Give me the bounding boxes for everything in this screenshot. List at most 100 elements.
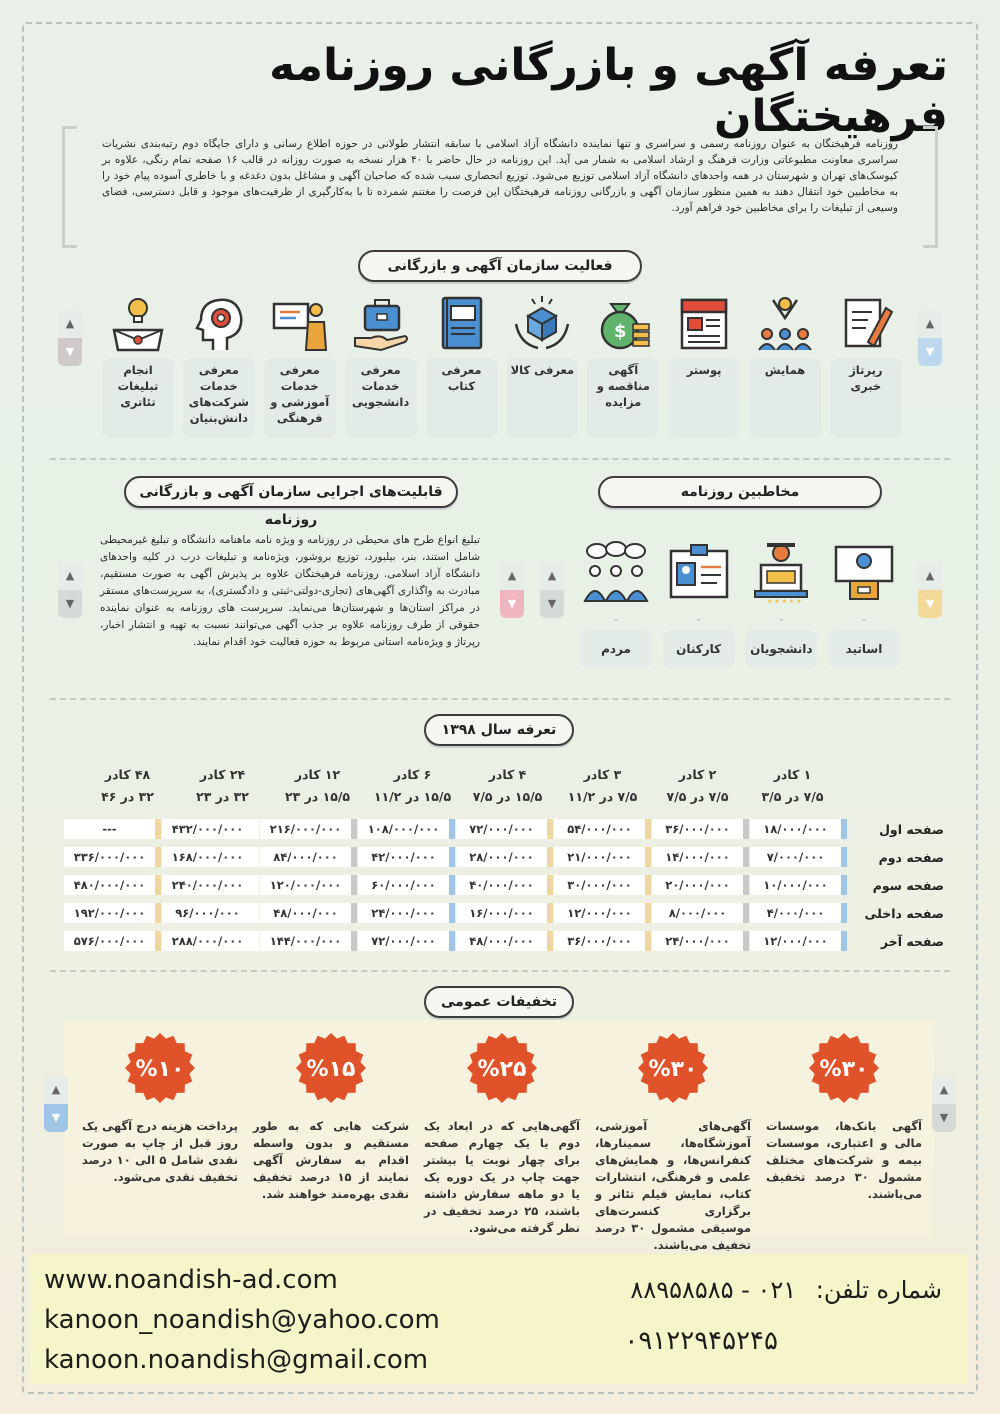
- tariff-cell: ۷۲/۰۰۰/۰۰۰: [456, 819, 553, 839]
- audience-item: ⌄ مردم: [580, 538, 652, 678]
- chevron-up-icon[interactable]: ▲: [925, 569, 935, 582]
- services-row: رپرتاژ خبری همایش پوستر $ آگهی مناقصه و …: [102, 292, 902, 440]
- chevron-down-icon[interactable]: ▼: [44, 1104, 68, 1132]
- email-link[interactable]: kanoon.noandish@gmail.com: [44, 1345, 429, 1375]
- burst-badge-icon: %۲۵: [467, 1033, 537, 1103]
- audience-scroll-left[interactable]: ▲ ▼: [540, 562, 564, 618]
- column-frames: ۱۲ کادر: [294, 767, 341, 782]
- chevron-up-icon[interactable]: ▲: [507, 569, 517, 582]
- discount-badge: %۲۵: [466, 1032, 538, 1104]
- money-bag-icon: $: [587, 292, 659, 356]
- tariff-column-header: ۲۴ کادر ۳۲ در ۲۳: [175, 764, 270, 808]
- discounts-scroll-left[interactable]: ▲ ▼: [44, 1076, 68, 1132]
- service-label: معرفی خدمات شرکت‌های دانش‌بنیان: [182, 358, 255, 438]
- pen-paper-icon: [830, 292, 902, 356]
- chevron-up-icon[interactable]: ▲: [547, 569, 557, 582]
- chevron-down-icon[interactable]: ▼: [918, 338, 942, 366]
- discount-text: پرداخت هزینه درج آگهی یک روز قبل از چاپ …: [82, 1119, 239, 1184]
- audience-label: مردم: [580, 630, 652, 668]
- tariff-column-header: ۳ کادر ۷/۵ در ۱۱/۲: [555, 764, 650, 808]
- chevron-up-icon[interactable]: ▲: [939, 1083, 949, 1096]
- chevron-down-icon[interactable]: ▼: [932, 1104, 956, 1132]
- phone-label: شماره تلفن:: [815, 1276, 942, 1304]
- discounts-heading: تخفیفات عمومی: [424, 986, 574, 1018]
- teacher-board-icon: [264, 292, 336, 356]
- divider: [50, 970, 950, 972]
- briefcase-hand-icon: [345, 292, 417, 356]
- service-item: معرفی خدمات دانشجویی: [344, 292, 417, 440]
- audience-label: کارکنان: [662, 630, 735, 668]
- tariff-cell: ۳۰/۰۰۰/۰۰۰: [554, 875, 651, 895]
- tariff-column-header: ۲ کادر ۷/۵ در ۷/۵: [650, 764, 745, 808]
- discount-badge: %۳۰: [637, 1032, 709, 1104]
- tariff-cell: ۴۸/۰۰۰/۰۰۰: [456, 931, 553, 951]
- chevron-down-icon[interactable]: ▼: [918, 590, 942, 618]
- discount-text: شرکت هایی که به طور مستقیم و بدون واسطه …: [253, 1119, 409, 1201]
- service-label: معرفی کتاب: [425, 358, 498, 438]
- tariff-cell: ۸۴/۰۰۰/۰۰۰: [260, 847, 357, 867]
- svg-text:★ ★ ★ ★ ★: ★ ★ ★ ★ ★: [767, 598, 802, 605]
- service-item: انجام تبلیغات تئاتری: [102, 292, 174, 440]
- row-label: صفحه سوم: [872, 877, 944, 893]
- lecturer-icon: [828, 538, 900, 608]
- chevron-up-icon[interactable]: ▲: [51, 1083, 61, 1096]
- email-link[interactable]: kanoon_noandish@yahoo.com: [44, 1305, 440, 1335]
- capabilities-scroll-right[interactable]: ▲ ▼: [500, 562, 524, 618]
- chevron-up-icon[interactable]: ▲: [65, 569, 75, 582]
- chevron-down-icon[interactable]: ▼: [58, 338, 82, 366]
- chevron-up-icon[interactable]: ▲: [925, 317, 935, 330]
- burst-badge-icon: %۱۰: [125, 1033, 195, 1103]
- tariff-cell: ۱۰۸/۰۰۰/۰۰۰: [358, 819, 455, 839]
- chevron-down-icon[interactable]: ▼: [540, 590, 564, 618]
- burst-badge-icon: %۳۰: [638, 1033, 708, 1103]
- poster-icon: [668, 292, 740, 356]
- mobile-number[interactable]: ۰۹۱۲۲۹۴۵۲۴۵: [624, 1326, 778, 1356]
- chevron-down-icon[interactable]: ▼: [500, 590, 524, 618]
- chevron-down-icon: ⌄: [777, 613, 786, 624]
- column-frames: ۴ کادر: [488, 767, 527, 782]
- website-link[interactable]: www.noandish-ad.com: [44, 1265, 338, 1295]
- tariff-cell: ۱۴/۰۰۰/۰۰۰: [652, 847, 749, 867]
- tariff-column-header: ۴۸ کادر ۳۲ در ۴۶: [80, 764, 175, 808]
- tariff-column-header: ۴ کادر ۱۵/۵ در ۷/۵: [460, 764, 555, 808]
- tariff-cell: ۴۸/۰۰۰/۰۰۰: [260, 903, 357, 923]
- column-frames: ۴۸ کادر: [104, 767, 151, 782]
- tariff-row: صفحه دوم ۷/۰۰۰/۰۰۰ ۱۴/۰۰۰/۰۰۰ ۲۱/۰۰۰/۰۰۰ ۲۸/…: [58, 846, 948, 868]
- gear-head-icon: [183, 292, 255, 356]
- service-item: معرفی خدمات شرکت‌های دانش‌بنیان: [182, 292, 255, 440]
- column-size: ۷/۵ در ۷/۵: [666, 789, 729, 804]
- discounts-scroll-right[interactable]: ▲ ▼: [932, 1076, 956, 1132]
- id-card-icon: [663, 538, 735, 608]
- activity-scroll-left[interactable]: ▲ ▼: [58, 310, 82, 366]
- service-label: معرفی خدمات دانشجویی: [344, 358, 417, 438]
- discount-item: %۱۰ پرداخت هزینه درج آگهی یک روز قبل از چ…: [78, 1032, 242, 1228]
- audience-item: ⌄ اساتید: [827, 538, 900, 678]
- tariff-cell: ۸/۰۰۰/۰۰۰: [652, 903, 749, 923]
- tariff-cell: ۴/۰۰۰/۰۰۰: [750, 903, 847, 923]
- discount-percent: %۱۵: [307, 1057, 356, 1082]
- audience-label: اساتید: [827, 630, 900, 668]
- capabilities-heading: قابلیت‌های اجرایی سازمان آگهی و بازرگانی…: [124, 476, 458, 528]
- activity-scroll-right[interactable]: ▲ ▼: [918, 310, 942, 366]
- service-label: معرفی خدمات آموزشی و فرهنگی: [263, 358, 336, 438]
- tariff-cell: ۳۶/۰۰۰/۰۰۰: [554, 931, 651, 951]
- tariff-cell: ۱۶۸/۰۰۰/۰۰۰: [162, 847, 259, 867]
- tariff-cell: ۱۸/۰۰۰/۰۰۰: [750, 819, 847, 839]
- audience-scroll-right[interactable]: ▲ ▼: [918, 562, 942, 618]
- contact-panel: www.noandish-ad.com kanoon_noandish@yaho…: [30, 1254, 968, 1384]
- tariff-cell: ۲۸/۰۰۰/۰۰۰: [456, 847, 553, 867]
- chevron-down-icon[interactable]: ▼: [58, 590, 82, 618]
- phone-line: شماره تلفن: ۸۸۹۵۸۵۸۵ - ۰۲۱: [630, 1276, 942, 1304]
- capabilities-scroll-left[interactable]: ▲ ▼: [58, 562, 82, 618]
- column-size: ۱۵/۵ در ۷/۵: [472, 789, 543, 804]
- tariff-cell: ۷/۰۰۰/۰۰۰: [750, 847, 847, 867]
- phone-number[interactable]: ۸۸۹۵۸۵۸۵ - ۰۲۱: [630, 1276, 797, 1304]
- tariff-cell: ۲۴/۰۰۰/۰۰۰: [652, 931, 749, 951]
- tariff-cell: ۴۸۰/۰۰۰/۰۰۰: [64, 875, 161, 895]
- tariff-cell: ۱۹۲/۰۰۰/۰۰۰: [64, 903, 161, 923]
- tariff-column-header: ۱۲ کادر ۱۵/۵ در ۲۳: [270, 764, 365, 808]
- column-size: ۳۲ در ۴۶: [101, 789, 154, 804]
- tariff-cell: ۲۱/۰۰۰/۰۰۰: [554, 847, 651, 867]
- chevron-up-icon[interactable]: ▲: [65, 317, 75, 330]
- chevron-down-icon: ⌄: [611, 613, 621, 624]
